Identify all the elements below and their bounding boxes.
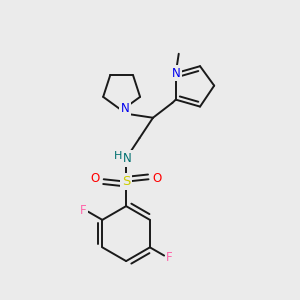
- Text: F: F: [166, 250, 173, 264]
- Text: S: S: [122, 175, 130, 188]
- Text: O: O: [91, 172, 100, 185]
- Text: N: N: [121, 102, 130, 115]
- Text: H: H: [114, 151, 122, 161]
- Text: F: F: [80, 204, 86, 217]
- Text: N: N: [172, 67, 181, 80]
- Text: O: O: [152, 172, 161, 185]
- Text: N: N: [123, 152, 132, 165]
